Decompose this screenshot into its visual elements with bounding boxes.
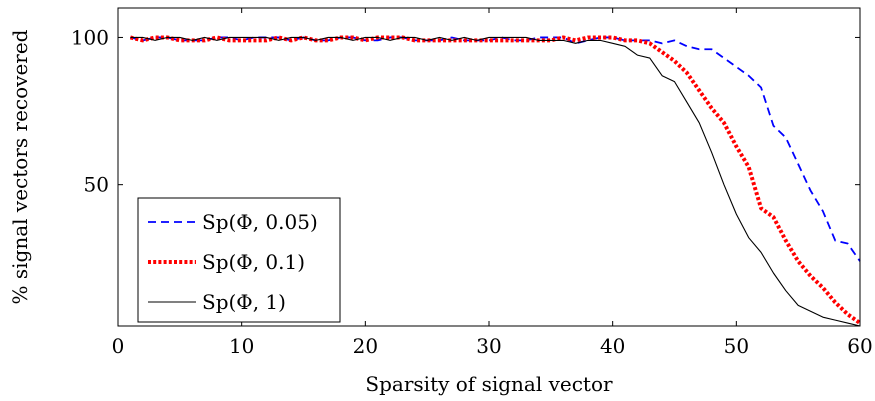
x-tick-label: 50	[724, 334, 749, 358]
x-tick-label: 10	[229, 334, 254, 358]
x-tick-label: 30	[476, 334, 501, 358]
x-tick-label: 20	[353, 334, 378, 358]
legend-label: Sp(Φ, 0.1)	[202, 250, 305, 274]
legend: Sp(Φ, 0.05) Sp(Φ, 0.1) Sp(Φ, 1)	[137, 197, 341, 323]
x-tick-label: 0	[112, 334, 125, 358]
series-layer	[129, 35, 862, 327]
y-tick-label: 50	[84, 173, 109, 197]
x-tick-label: 60	[847, 334, 872, 358]
y-axis-label: % signal vectors recovered	[8, 29, 32, 304]
x-axis-label: Sparsity of signal vector	[365, 372, 613, 396]
tick-labels-layer: 0 10 20 30 40 50 60 50 100	[71, 25, 873, 358]
legend-label: Sp(Φ, 0.05)	[202, 210, 318, 234]
plot-frame	[117, 7, 861, 327]
x-tick-label: 40	[600, 334, 625, 358]
series-line-2	[129, 35, 862, 325]
series-line-3	[130, 36, 861, 327]
legend-label: Sp(Φ, 1)	[202, 290, 286, 314]
y-tick-label: 100	[71, 25, 109, 49]
